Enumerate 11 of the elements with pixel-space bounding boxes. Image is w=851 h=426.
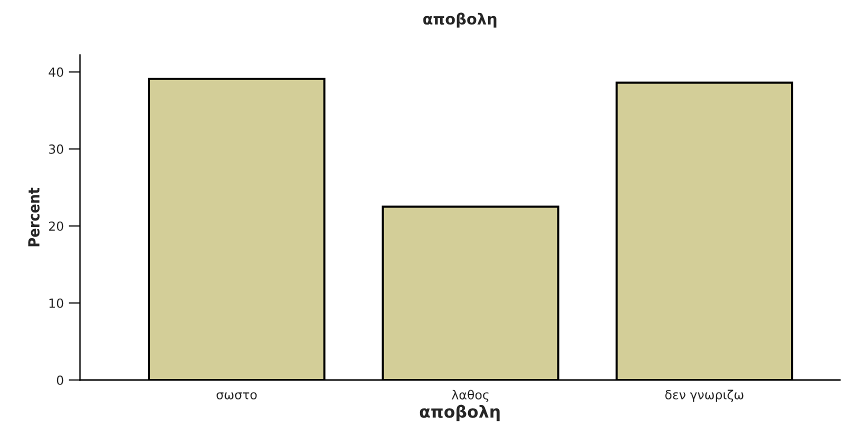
y-tick-label: 20 [49,221,64,231]
x-axis-title: αποβολη [420,404,500,422]
y-axis-title: Percent [28,188,40,246]
y-tick-label: 40 [48,67,64,77]
chart-title: αποβολη [423,12,496,28]
y-tick-label: 0 [56,375,64,385]
y-tick-label: 30 [49,144,64,154]
x-tick-label: δεν γνωριζω [665,390,744,402]
x-tick-label: σωστο [216,392,257,400]
x-tick-label: λαθος [452,390,488,402]
y-tick-label: 10 [49,298,64,308]
